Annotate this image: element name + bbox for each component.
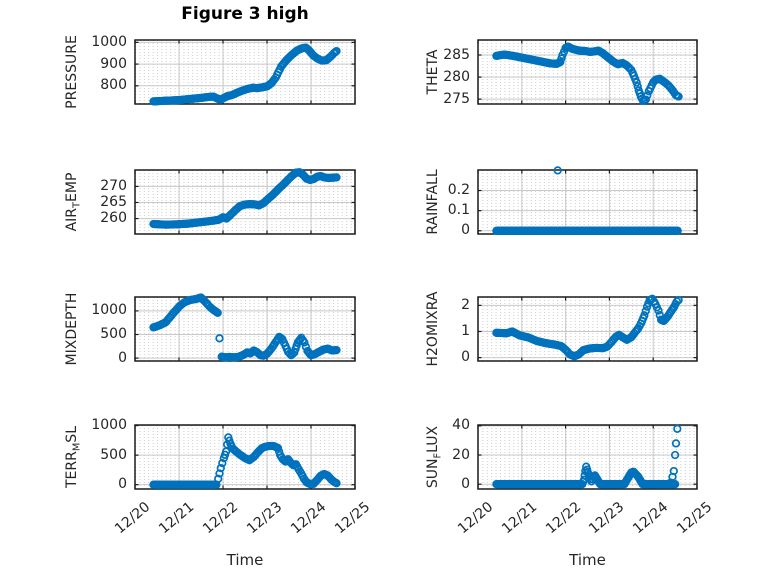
y-axis-label-part: M: [71, 442, 83, 452]
subplot-pressure-plot-area: [134, 39, 356, 106]
y-tick-label-pressure: 900: [100, 55, 127, 72]
y-tick-label-pressure: 800: [100, 77, 127, 94]
subplot-mixdepth-plot-area: [134, 293, 356, 362]
y-tick-label-theta: 275: [443, 90, 470, 107]
y-axis-label-part: F: [432, 452, 444, 459]
y-tick-label-h2omixra: 2: [461, 296, 470, 313]
y-tick-label-rainfall: 0.2: [447, 182, 470, 199]
scatter-series-pressure: [149, 43, 341, 106]
scatter-series-sun-flux: [492, 424, 682, 489]
subplot-theta: [471, 33, 704, 111]
subplot-sun-flux: [471, 418, 704, 496]
subplot-h2omixra-plot-area: [477, 294, 698, 362]
subplot-air-temp: [128, 163, 362, 241]
subplot-rainfall-plot-area: [477, 166, 698, 235]
y-tick-label-terr-msl: 1000: [91, 417, 127, 434]
y-tick-label-air-temp: 270: [100, 177, 127, 194]
y-axis-label-part: SL: [64, 426, 80, 443]
y-tick-label-mixdepth: 500: [100, 325, 127, 342]
y-tick-label-pressure: 1000: [91, 33, 127, 50]
y-axis-label-part: AIR: [64, 207, 80, 232]
y-tick-label-air-temp: 265: [100, 193, 127, 210]
y-tick-label-sun-flux: 20: [452, 446, 470, 463]
y-tick-label-terr-msl: 500: [100, 446, 127, 463]
y-axis-label-part: H2OMIXRA: [425, 291, 441, 367]
y-tick-label-mixdepth: 1000: [91, 302, 127, 319]
subplot-pressure: [128, 33, 362, 111]
y-axis-label-part: EMP: [64, 172, 80, 202]
scatter-series-terr-msl: [149, 433, 341, 489]
y-tick-label-sun-flux: 0: [461, 475, 470, 492]
y-axis-label-part: T: [71, 201, 83, 208]
x-axis-label-left: Time: [226, 551, 264, 569]
subplot-air-temp-plot-area: [134, 168, 356, 235]
figure-title: Figure 3 high: [181, 4, 309, 24]
subplot-rainfall: [471, 163, 704, 241]
y-tick-label-rainfall: 0.1: [447, 202, 470, 219]
scatter-series-theta: [492, 42, 683, 106]
scatter-series-rainfall: [492, 166, 682, 235]
subplot-terr-msl-plot-area: [134, 424, 356, 490]
scatter-series-mixdepth: [149, 293, 341, 362]
y-axis-label-part: LUX: [425, 425, 441, 453]
y-tick-label-theta: 280: [443, 68, 470, 85]
y-tick-label-sun-flux: 40: [452, 417, 470, 434]
y-axis-label-part: THETA: [425, 49, 441, 95]
y-axis-label-terr-msl: TERRMSL: [62, 377, 82, 537]
scatter-series-air-temp: [149, 168, 341, 229]
y-tick-label-terr-msl: 0: [118, 476, 127, 493]
x-axis-label-right: Time: [569, 551, 606, 569]
y-axis-label-part: TERR: [64, 451, 80, 488]
subplot-mixdepth: [128, 290, 362, 368]
y-axis-label-part: SUN: [425, 458, 441, 489]
scatter-series-h2omixra: [492, 294, 683, 361]
subplot-h2omixra: [471, 290, 704, 368]
y-tick-label-air-temp: 260: [100, 210, 127, 227]
subplot-terr-msl: [128, 418, 362, 496]
y-tick-label-mixdepth: 0: [118, 349, 127, 366]
subplot-theta-plot-area: [477, 39, 698, 106]
y-tick-label-rainfall: 0: [461, 222, 470, 239]
y-tick-label-theta: 285: [443, 46, 470, 63]
y-axis-label-part: PRESSURE: [64, 35, 80, 109]
y-axis-label-sun-flux: SUNFLUX: [423, 377, 443, 537]
subplot-sun-flux-plot-area: [477, 424, 698, 490]
y-axis-label-part: RAINFALL: [425, 169, 441, 235]
y-tick-label-h2omixra: 1: [461, 322, 470, 339]
y-tick-label-h2omixra: 0: [461, 349, 470, 366]
y-axis-label-part: MIXDEPTH: [64, 292, 80, 366]
